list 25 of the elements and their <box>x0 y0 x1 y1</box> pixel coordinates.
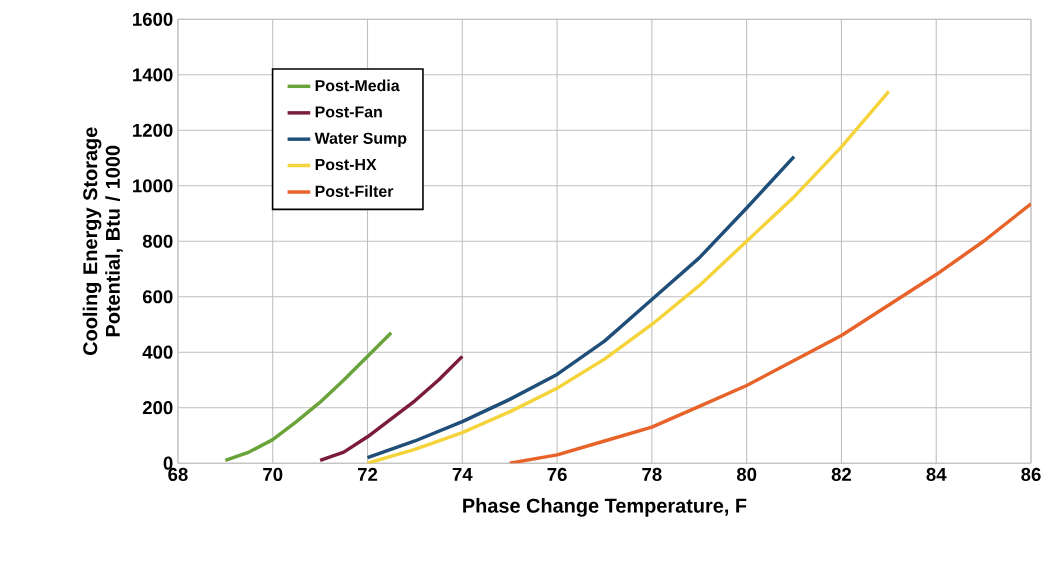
x-tick-label: 76 <box>547 467 567 482</box>
x-tick-label: 86 <box>1021 467 1041 482</box>
legend-label: Post-HX <box>315 159 377 171</box>
x-tick-label: 70 <box>263 467 283 482</box>
legend-label: Post-Filter <box>315 185 394 198</box>
x-axis-title: Phase Change Temperature, F <box>463 498 747 517</box>
x-tick-label: 72 <box>357 467 378 481</box>
y-tick-label: 1600 <box>133 12 173 26</box>
legend-label: Post-Fan <box>315 106 382 118</box>
x-tick-label: 80 <box>736 467 757 482</box>
y-tick-label: 200 <box>142 401 173 415</box>
y-tick-label: 1200 <box>133 123 173 137</box>
line-series <box>507 202 1032 464</box>
y-tick-label: 400 <box>142 345 173 359</box>
x-tick-label: 74 <box>452 467 473 481</box>
legend-label: Water Sump <box>314 132 407 148</box>
y-tick-label: 800 <box>142 234 173 248</box>
x-tick-label: 78 <box>642 467 662 482</box>
y-tick-label: 1400 <box>133 68 173 82</box>
legend-label: Post-Media <box>315 79 400 92</box>
y-axis-title: Cooling Energy Storage Potential, Btu / 1000 <box>82 127 123 356</box>
x-tick-label: 82 <box>831 467 852 482</box>
y-tick-label: 1000 <box>133 179 173 193</box>
y-tick-label: 600 <box>142 290 173 304</box>
x-tick-label: 84 <box>926 467 947 482</box>
